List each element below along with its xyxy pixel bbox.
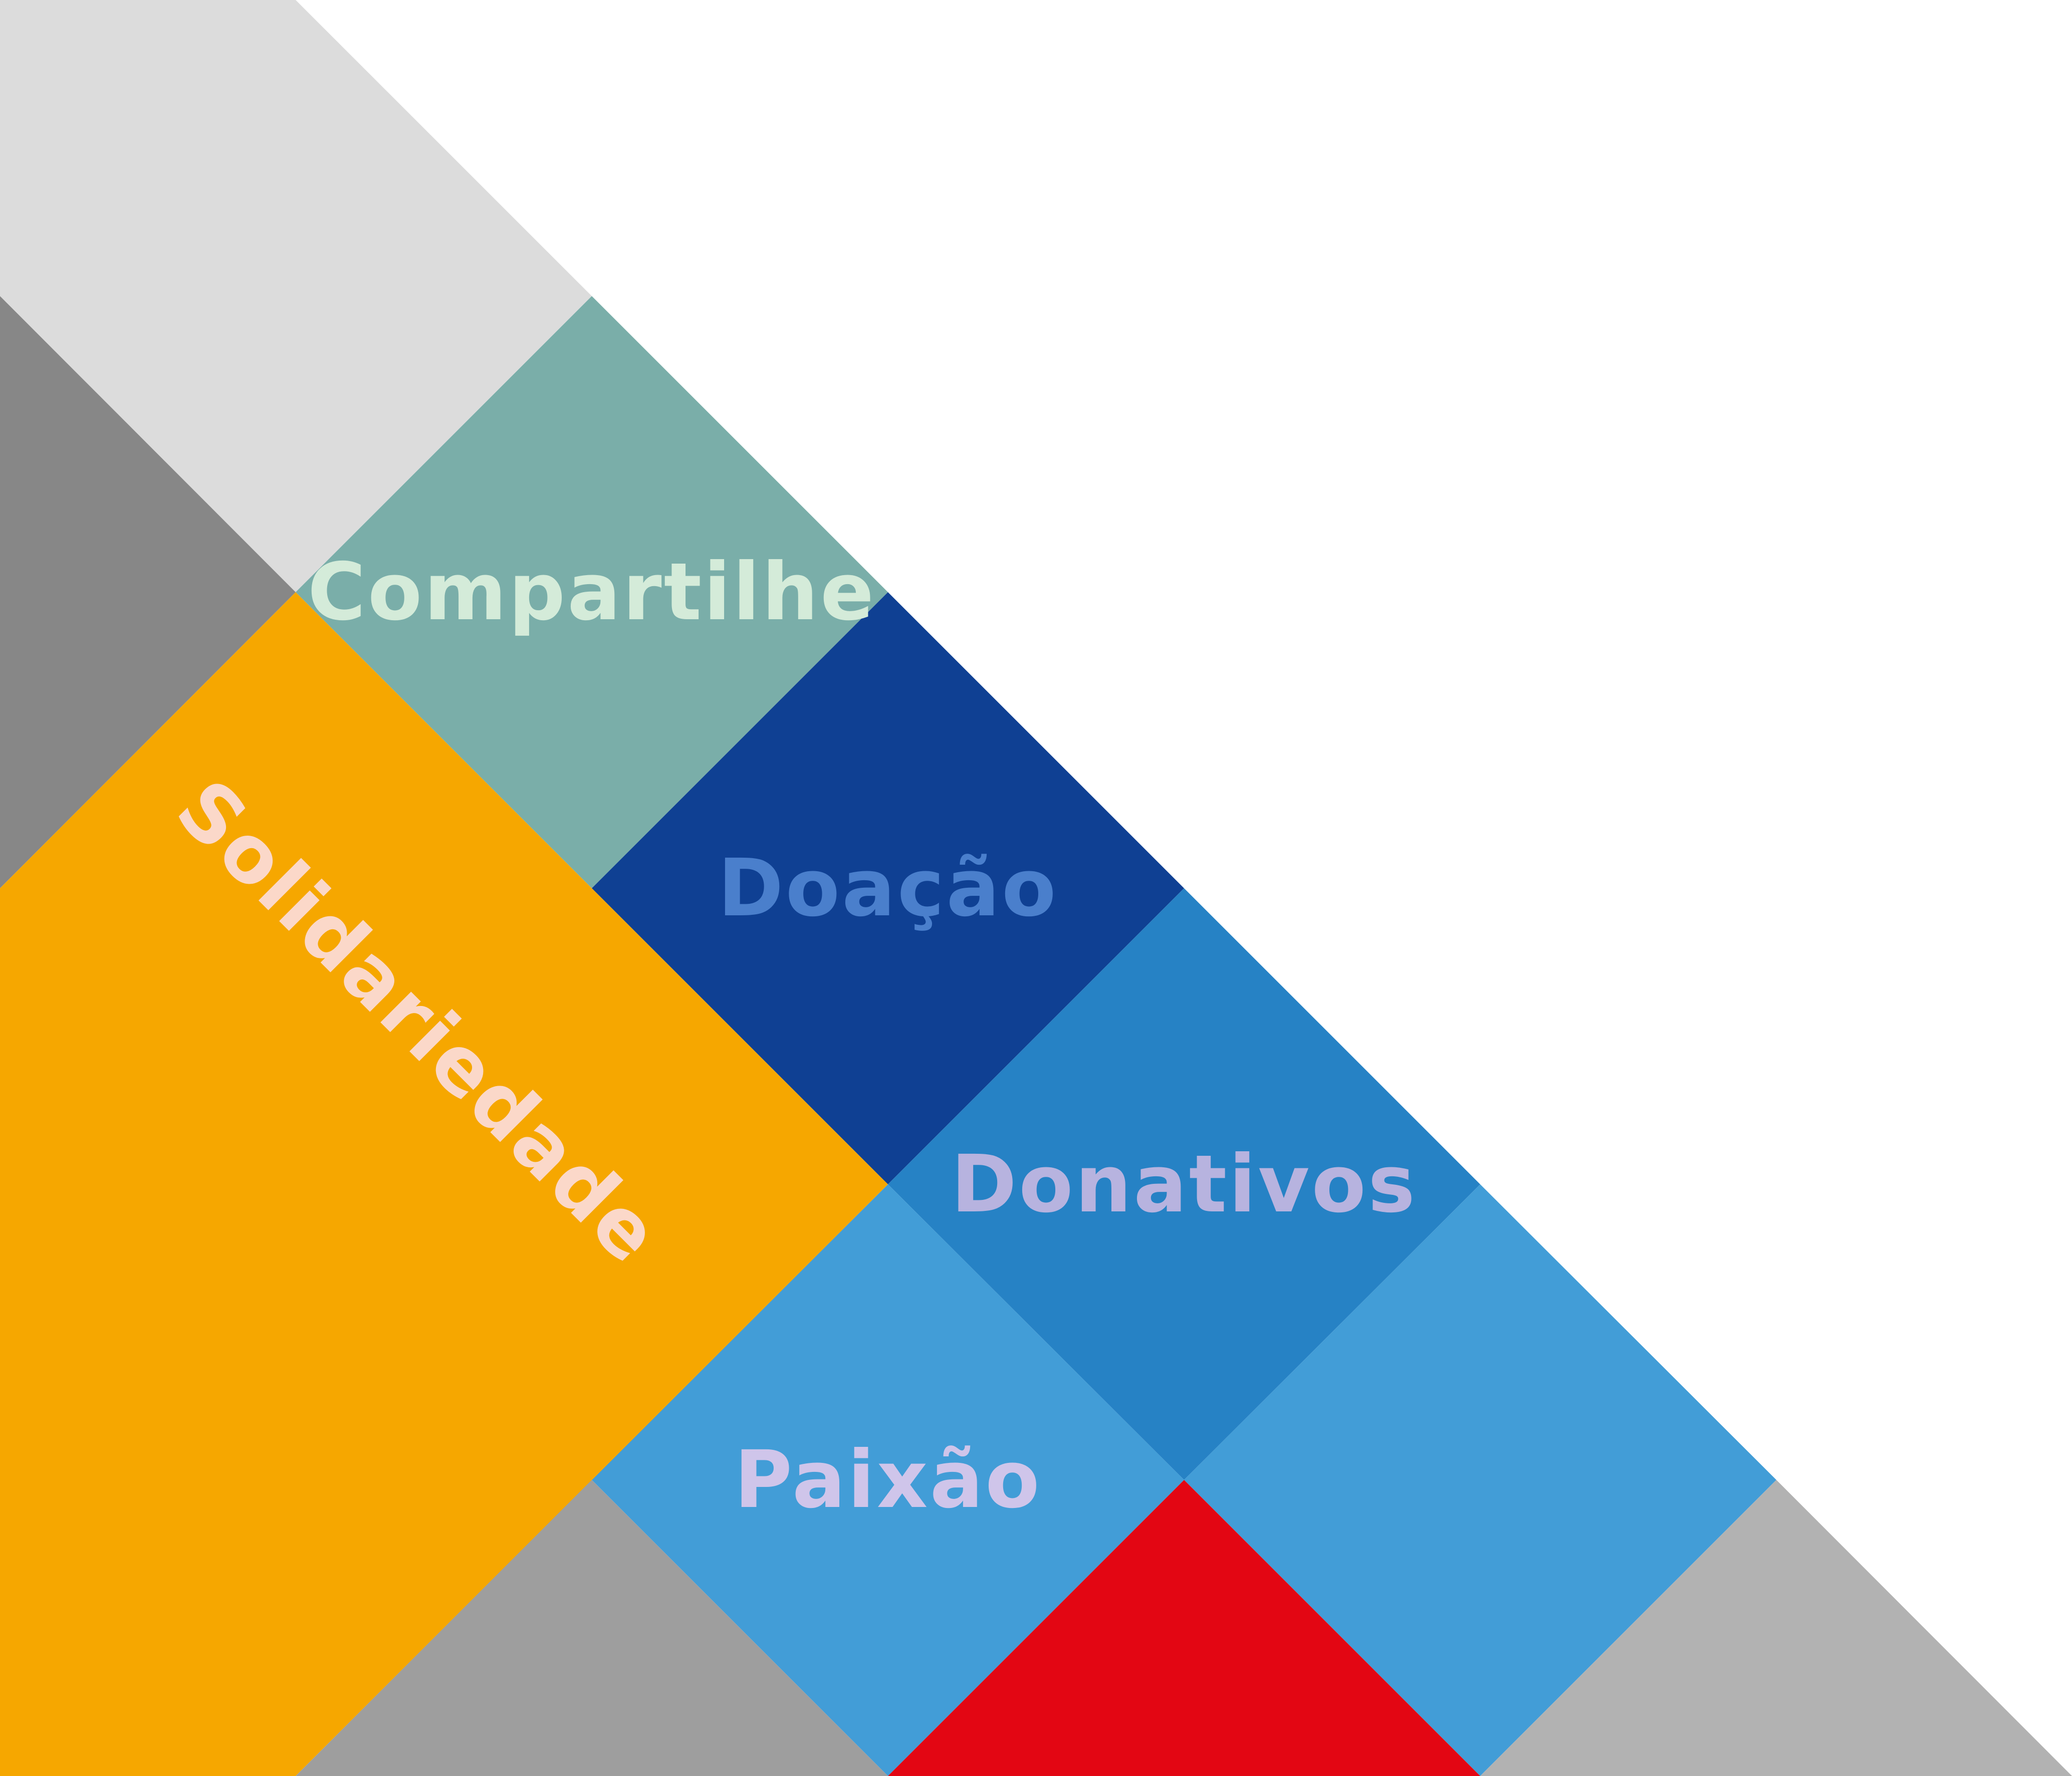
orange-large-tile (0, 592, 888, 1776)
mid-gray-bottom-tile (296, 1480, 888, 1776)
light-gray-corner-tile (0, 0, 592, 592)
word-doacao: Doação (718, 842, 1058, 934)
blue-diamond-tile (888, 888, 1480, 1480)
word-compartilhe: Compartilhe (308, 546, 876, 638)
silver-bottom-tile (1480, 1480, 2072, 1776)
word-paixao: Paixão (734, 1434, 1041, 1526)
sky-blue-right-tile (1184, 1184, 1776, 1776)
dark-gray-side-tile (0, 296, 296, 888)
red-bottom-tile (888, 1480, 1480, 1776)
word-donativos: Donativos (951, 1138, 1417, 1230)
